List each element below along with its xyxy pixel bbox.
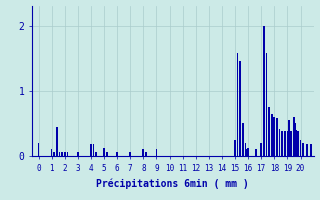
Bar <box>279 129 280 156</box>
Bar <box>293 117 295 156</box>
Bar <box>239 61 241 156</box>
Bar <box>276 118 278 156</box>
Bar <box>281 131 283 156</box>
Bar <box>234 140 236 156</box>
Bar <box>297 131 299 156</box>
Bar <box>56 127 58 156</box>
Bar <box>291 131 292 156</box>
Bar <box>95 152 97 156</box>
Bar <box>77 152 79 156</box>
Bar <box>294 123 296 156</box>
Bar <box>237 53 238 156</box>
Bar <box>38 143 39 156</box>
Bar <box>274 117 275 156</box>
Bar <box>247 148 249 156</box>
Bar <box>90 144 92 156</box>
Bar <box>145 152 147 156</box>
Bar <box>271 114 273 156</box>
Bar <box>296 130 297 156</box>
Bar <box>67 152 68 156</box>
Bar <box>142 149 144 156</box>
Bar <box>245 143 246 156</box>
Bar <box>156 149 157 156</box>
Bar <box>51 149 52 156</box>
Bar <box>284 131 286 156</box>
Bar <box>64 152 66 156</box>
Bar <box>302 143 304 156</box>
Bar <box>242 123 244 156</box>
Bar <box>306 144 308 156</box>
Bar <box>246 149 248 156</box>
Bar <box>263 26 265 156</box>
Bar <box>260 143 262 156</box>
Bar <box>129 152 131 156</box>
Bar <box>61 152 63 156</box>
Bar <box>286 131 288 156</box>
Bar <box>116 152 118 156</box>
Bar <box>255 149 257 156</box>
Bar <box>53 152 55 156</box>
Bar <box>268 107 270 156</box>
Bar <box>288 120 290 156</box>
Bar <box>103 148 105 156</box>
Bar <box>106 152 108 156</box>
X-axis label: Précipitations 6min ( mm ): Précipitations 6min ( mm ) <box>96 178 249 189</box>
Bar <box>300 140 301 156</box>
Bar <box>59 152 60 156</box>
Bar <box>266 53 267 156</box>
Bar <box>310 144 312 156</box>
Bar <box>93 144 94 156</box>
